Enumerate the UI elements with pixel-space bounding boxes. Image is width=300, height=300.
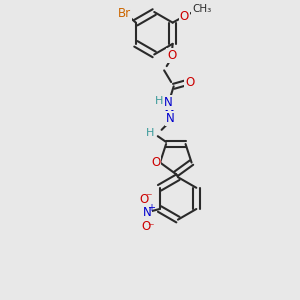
Text: H: H	[155, 96, 164, 106]
Text: N: N	[164, 96, 173, 109]
Text: Br: Br	[118, 7, 131, 20]
Text: H: H	[146, 128, 154, 138]
Text: CH₃: CH₃	[192, 4, 211, 14]
Text: O: O	[180, 10, 189, 23]
Text: O: O	[185, 76, 194, 88]
Text: N: N	[142, 206, 151, 219]
Text: +: +	[147, 202, 154, 212]
Text: O: O	[151, 156, 160, 169]
Text: ⁻: ⁻	[145, 191, 152, 204]
Text: O: O	[139, 193, 148, 206]
Text: O: O	[141, 220, 150, 232]
Text: O: O	[167, 49, 176, 62]
Text: ⁻: ⁻	[147, 222, 154, 235]
Text: N: N	[166, 112, 175, 125]
